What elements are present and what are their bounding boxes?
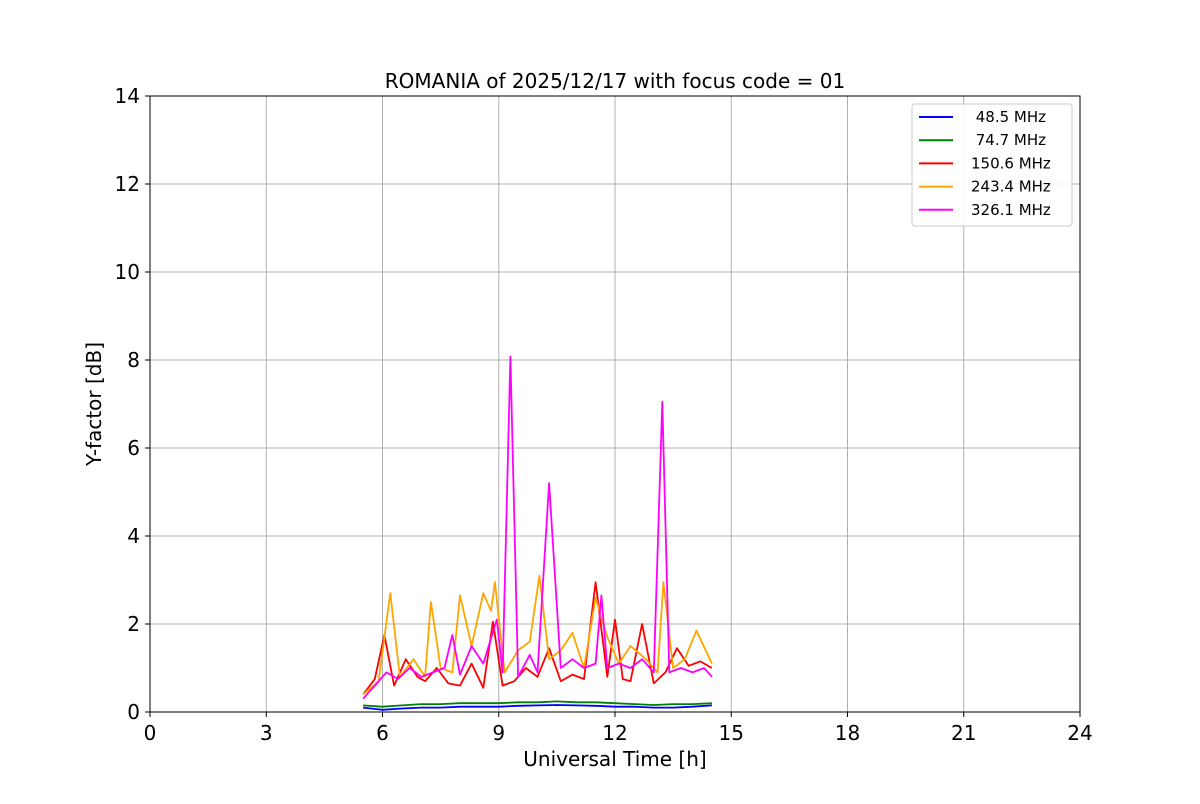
legend-entry: 48.5 MHz <box>971 108 1046 126</box>
x-tick-label: 9 <box>492 721 505 745</box>
x-tick-label: 3 <box>260 721 273 745</box>
legend-entry: 150.6 MHz <box>971 154 1051 172</box>
series-line-1 <box>363 700 712 708</box>
x-tick-label: 15 <box>719 721 744 745</box>
x-tick-label: 21 <box>951 721 976 745</box>
series-line-4 <box>362 355 713 700</box>
y-tick-label: 12 <box>115 172 140 196</box>
legend-entry: 74.7 MHz <box>971 131 1046 149</box>
x-tick-label: 6 <box>376 721 389 745</box>
y-tick-label: 14 <box>115 84 140 108</box>
x-tick-label: 0 <box>144 721 157 745</box>
x-tick-label: 18 <box>835 721 860 745</box>
legend-entry: 243.4 MHz <box>971 178 1051 196</box>
y-tick-label: 4 <box>127 524 140 548</box>
chart-title: ROMANIA of 2025/12/17 with focus code = … <box>385 69 845 93</box>
legend: 48.5 MHz 74.7 MHz 150.6 MHz 243.4 MHz 326.1… <box>911 103 1073 227</box>
y-tick-label: 0 <box>127 700 140 724</box>
y-axis-label: Y-factor [dB] <box>82 342 106 467</box>
x-axis-label: Universal Time [h] <box>523 747 706 771</box>
series-line-0 <box>362 704 712 711</box>
y-tick-label: 6 <box>127 436 140 460</box>
legend-entry: 326.1 MHz <box>971 201 1051 219</box>
y-tick-label: 8 <box>127 348 140 372</box>
x-tick-label: 24 <box>1067 721 1092 745</box>
legend-box <box>911 103 1073 227</box>
y-tick-label: 2 <box>127 612 140 636</box>
x-tick-label: 12 <box>602 721 627 745</box>
y-tick-label: 10 <box>115 260 140 284</box>
series-lines <box>362 355 713 711</box>
